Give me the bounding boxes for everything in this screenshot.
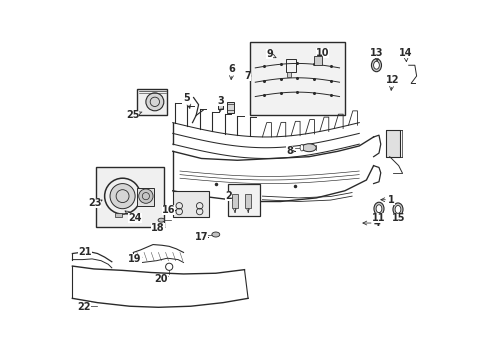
Ellipse shape (211, 232, 219, 237)
Circle shape (145, 93, 163, 111)
Text: 14: 14 (398, 48, 412, 62)
Bar (386, 130, 399, 157)
Bar (244, 194, 250, 208)
Bar (137, 89, 167, 116)
Text: 4: 4 (362, 218, 380, 228)
Text: 1: 1 (380, 195, 394, 205)
Ellipse shape (158, 218, 164, 222)
Text: 12: 12 (385, 75, 398, 90)
Text: 15: 15 (391, 211, 405, 222)
Text: 6: 6 (228, 64, 235, 80)
Ellipse shape (301, 144, 316, 152)
Bar (231, 194, 237, 208)
Text: 3: 3 (217, 96, 224, 112)
Text: 11: 11 (371, 211, 385, 222)
Bar (96, 167, 163, 226)
Ellipse shape (371, 59, 381, 72)
Text: 8: 8 (285, 146, 295, 156)
Text: 16: 16 (162, 206, 175, 216)
Bar (217, 103, 223, 109)
Bar (285, 59, 295, 72)
Ellipse shape (392, 203, 402, 216)
Text: 13: 13 (369, 48, 383, 61)
Text: 2: 2 (224, 191, 234, 201)
Bar (314, 56, 321, 65)
Bar (249, 42, 344, 116)
Bar (286, 72, 291, 77)
Text: 9: 9 (265, 49, 275, 59)
Text: 24: 24 (125, 211, 142, 222)
Text: 22: 22 (77, 302, 90, 312)
Text: 21: 21 (78, 247, 91, 257)
Ellipse shape (373, 61, 379, 69)
Bar (172, 192, 208, 217)
Text: 5: 5 (183, 93, 190, 108)
Circle shape (110, 184, 135, 209)
Text: 20: 20 (154, 274, 168, 284)
Bar (137, 188, 154, 206)
Text: 18: 18 (151, 224, 164, 233)
Ellipse shape (394, 206, 400, 213)
Text: 25: 25 (125, 111, 142, 121)
Text: 17: 17 (194, 232, 208, 242)
Text: 23: 23 (88, 198, 102, 208)
Text: 10: 10 (315, 48, 329, 58)
Text: 19: 19 (128, 254, 142, 264)
Text: 7: 7 (244, 71, 251, 81)
Bar (228, 184, 260, 216)
Ellipse shape (81, 304, 87, 308)
Ellipse shape (375, 205, 381, 213)
Bar (115, 213, 122, 217)
Ellipse shape (373, 202, 383, 215)
Ellipse shape (300, 144, 303, 151)
Circle shape (139, 189, 153, 203)
Bar (226, 102, 234, 113)
